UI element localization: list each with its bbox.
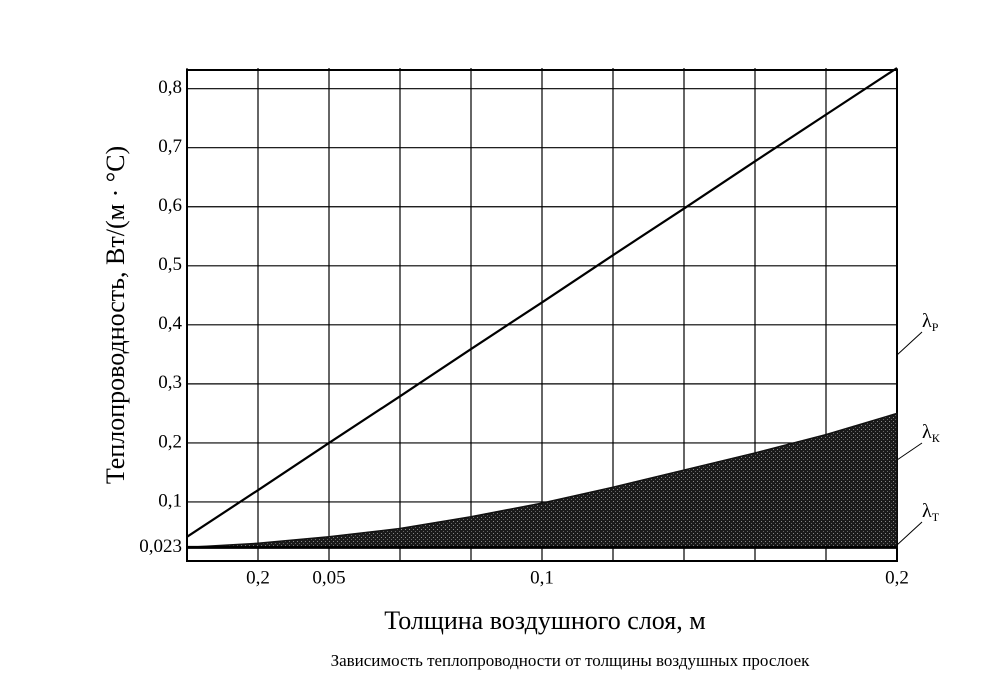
y-tick-label: 0,5: [158, 254, 182, 275]
y-tick-label: 0,7: [158, 136, 182, 157]
x-tick-label: 0,05: [312, 567, 345, 588]
y-axis-label: Теплопроводность, Вт/(м · °С): [101, 146, 130, 484]
plot-frame: [186, 69, 898, 562]
y-tick-label: 0,6: [158, 195, 182, 216]
chart-title: Зависимость теплопроводности от толщины …: [331, 651, 811, 670]
legend-symbol: λ: [922, 500, 932, 522]
legend-label: λР: [922, 310, 939, 334]
leader-line: [896, 521, 923, 546]
y-tick-label: 0,8: [158, 77, 182, 98]
legend-label: λТ: [922, 500, 940, 524]
legend-subscript: К: [932, 431, 941, 445]
y-tick-label: 0,2: [158, 431, 182, 452]
legend-label: λК: [922, 421, 941, 445]
leader-line: [896, 331, 923, 356]
y-tick-label: 0,4: [158, 313, 182, 334]
x-axis-label: Толщина воздушного слоя, м: [384, 606, 705, 635]
y-tick-label: 0,023: [139, 536, 182, 557]
legend-symbol: λ: [922, 310, 932, 332]
x-tick-label: 0,1: [530, 567, 554, 588]
line: [186, 67, 898, 538]
legend-symbol: λ: [922, 421, 932, 443]
y-tick-label: 0,3: [158, 372, 182, 393]
x-tick-label: 0,2: [885, 567, 909, 588]
legend-subscript: Р: [932, 320, 939, 334]
y-tick-label: 0,1: [158, 490, 182, 511]
leader-line: [896, 442, 923, 461]
x-tick-label: 0,2: [246, 567, 270, 588]
legend-subscript: Т: [932, 510, 940, 524]
